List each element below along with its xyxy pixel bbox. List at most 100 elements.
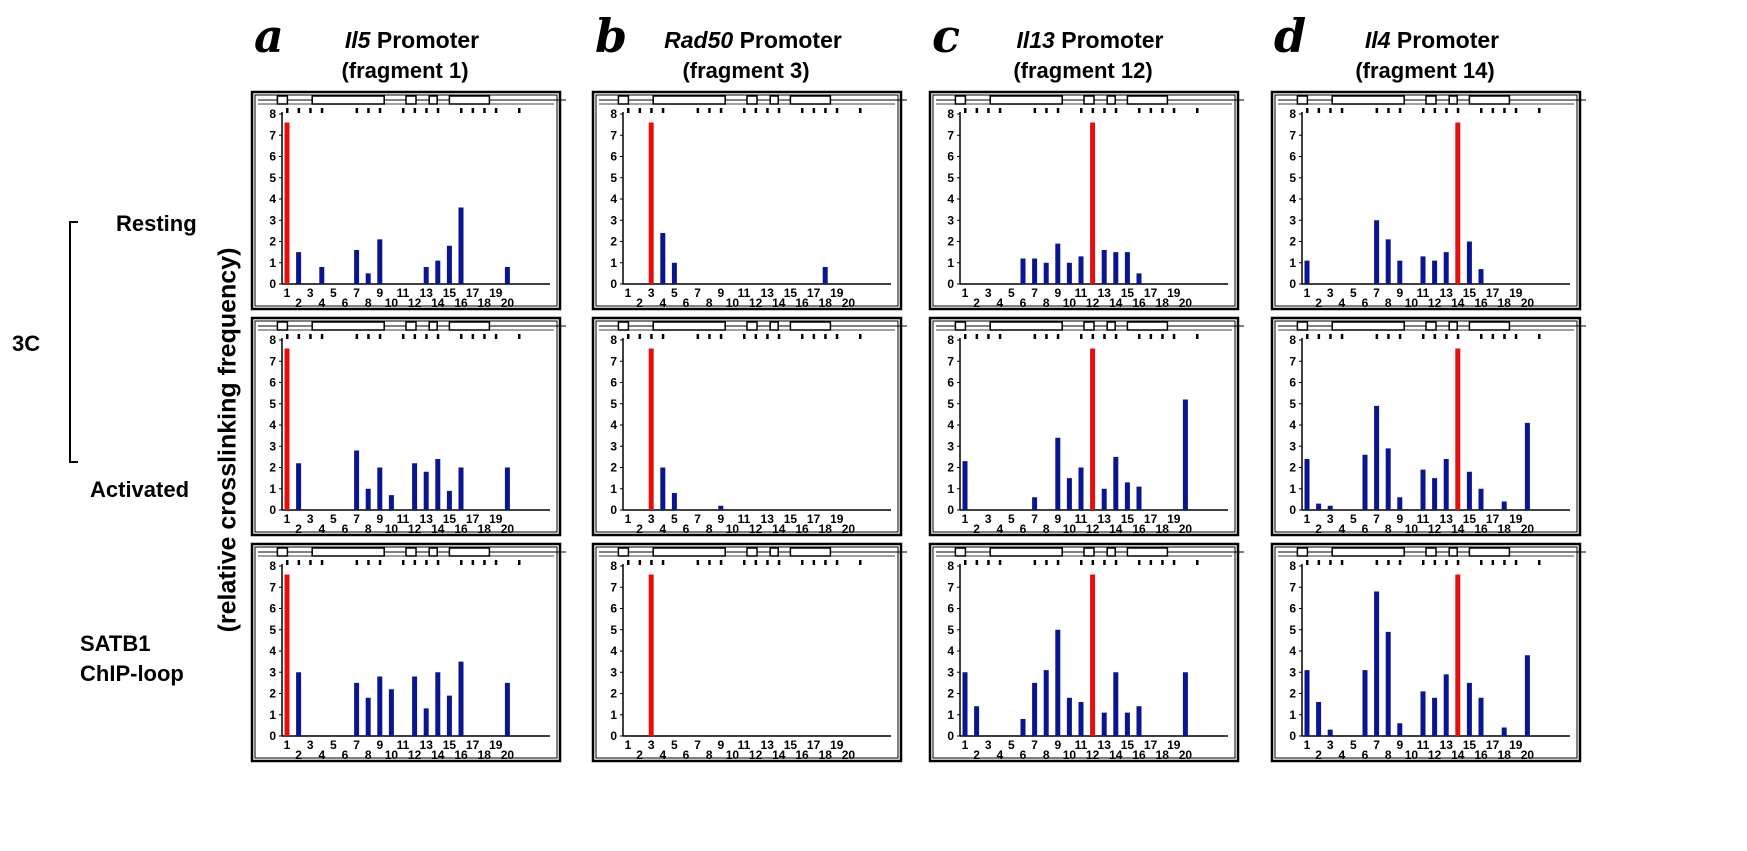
row-label-resting: Resting <box>116 211 197 236</box>
panel-title: Il4 Promoter <box>1365 27 1499 53</box>
x-tick-label: 9 <box>1054 738 1061 752</box>
data-bar <box>1478 488 1484 510</box>
x-tick-label: 18 <box>819 296 833 310</box>
data-bar <box>1136 273 1142 284</box>
x-tick-label: 17 <box>1144 512 1158 526</box>
gene-map-exon <box>769 95 779 105</box>
restriction-site-mark <box>1196 560 1199 565</box>
restriction-site-mark <box>320 108 324 113</box>
x-tick-label: 18 <box>1156 296 1170 310</box>
gene-map-exon <box>1083 321 1095 331</box>
x-tick-label: 15 <box>443 512 457 526</box>
data-bar <box>974 706 980 736</box>
y-tick-label: 8 <box>1289 333 1296 347</box>
gene-name: Il5 <box>345 27 372 53</box>
restriction-site-mark <box>998 108 1002 113</box>
x-tick-label: 20 <box>501 748 515 762</box>
restriction-site-mark <box>1114 560 1118 565</box>
data-bar <box>458 661 464 736</box>
restriction-site-mark <box>1329 108 1332 113</box>
restriction-site-mark <box>1103 108 1106 113</box>
x-tick-label: 4 <box>996 522 1003 536</box>
restriction-site-mark <box>1398 334 1402 339</box>
y-tick-label: 2 <box>947 235 954 249</box>
gene-map-exon <box>1331 95 1405 105</box>
data-bar <box>1043 262 1049 284</box>
restriction-site-mark <box>777 334 781 339</box>
x-tick-label: 20 <box>501 296 515 310</box>
restriction-site-mark <box>824 108 827 113</box>
restriction-site-mark <box>1538 334 1541 339</box>
panel-frame <box>250 316 562 537</box>
x-tick-label: 13 <box>420 738 434 752</box>
y-tick-label: 7 <box>947 128 954 142</box>
x-tick-label: 13 <box>1098 512 1112 526</box>
anchor-bar <box>1090 574 1096 736</box>
y-tick-label: 5 <box>1289 171 1296 185</box>
data-bar <box>1113 252 1119 284</box>
restriction-site-mark <box>627 560 630 565</box>
x-tick-label: 17 <box>466 286 480 300</box>
restriction-site-mark <box>518 334 521 339</box>
y-tick-label: 6 <box>947 602 954 616</box>
y-tick-label: 3 <box>1289 439 1296 453</box>
gene-map-exon <box>1448 321 1458 331</box>
gene-map-exon <box>1448 95 1458 105</box>
restriction-site-mark <box>355 108 359 113</box>
y-tick-label: 2 <box>269 461 276 475</box>
x-tick-label: 15 <box>443 738 457 752</box>
data-bar <box>435 459 441 510</box>
restriction-site-mark <box>1172 108 1176 113</box>
x-tick-label: 10 <box>1063 522 1077 536</box>
x-tick-label: 20 <box>501 522 515 536</box>
data-bar <box>1443 674 1449 736</box>
restriction-site-mark <box>518 560 521 565</box>
title-suffix: Promoter <box>370 27 479 53</box>
gene-map-exon <box>617 95 630 105</box>
y-tick-label: 6 <box>269 602 276 616</box>
restriction-site-mark <box>367 334 370 339</box>
data-bar <box>1136 486 1142 510</box>
data-bar <box>1374 405 1380 510</box>
x-tick-label: 15 <box>443 286 457 300</box>
data-bar <box>388 495 394 510</box>
y-tick-label: 3 <box>947 665 954 679</box>
x-tick-label: 19 <box>830 286 844 300</box>
restriction-site-mark <box>696 560 700 565</box>
x-tick-label: 7 <box>353 738 360 752</box>
x-tick-label: 9 <box>1054 512 1061 526</box>
y-tick-label: 1 <box>947 482 954 496</box>
gene-map-exon <box>1083 547 1095 557</box>
x-tick-label: 7 <box>1373 512 1380 526</box>
gene-map-exon <box>954 321 967 331</box>
x-tick-label: 2 <box>1315 296 1322 310</box>
data-bar <box>1397 723 1403 736</box>
data-bar <box>1182 672 1188 736</box>
restriction-site-mark <box>483 108 486 113</box>
data-bar <box>1478 269 1484 284</box>
x-tick-label: 15 <box>1121 286 1135 300</box>
data-bar <box>660 467 666 510</box>
gene-map-exon <box>448 321 491 331</box>
y-tick-label: 6 <box>947 376 954 390</box>
x-tick-label: 7 <box>1031 738 1038 752</box>
anchor-bar <box>1090 348 1096 510</box>
restriction-site-mark <box>494 560 498 565</box>
data-bar <box>1032 682 1038 736</box>
restriction-site-mark <box>494 334 498 339</box>
x-tick-label: 3 <box>985 286 992 300</box>
panel-frame-inner <box>932 320 1236 533</box>
x-tick-label: 10 <box>1405 522 1419 536</box>
restriction-site-mark <box>812 560 816 565</box>
data-bar <box>1101 712 1107 736</box>
data-bar <box>1478 697 1484 736</box>
gene-map-exon <box>448 95 491 105</box>
restriction-site-mark <box>719 108 723 113</box>
x-tick-label: 11 <box>1075 738 1088 752</box>
x-tick-label: 16 <box>795 748 809 762</box>
x-tick-label: 15 <box>1463 512 1477 526</box>
row-label-satb1: SATB1 <box>80 631 151 656</box>
restriction-site-mark <box>1387 108 1390 113</box>
